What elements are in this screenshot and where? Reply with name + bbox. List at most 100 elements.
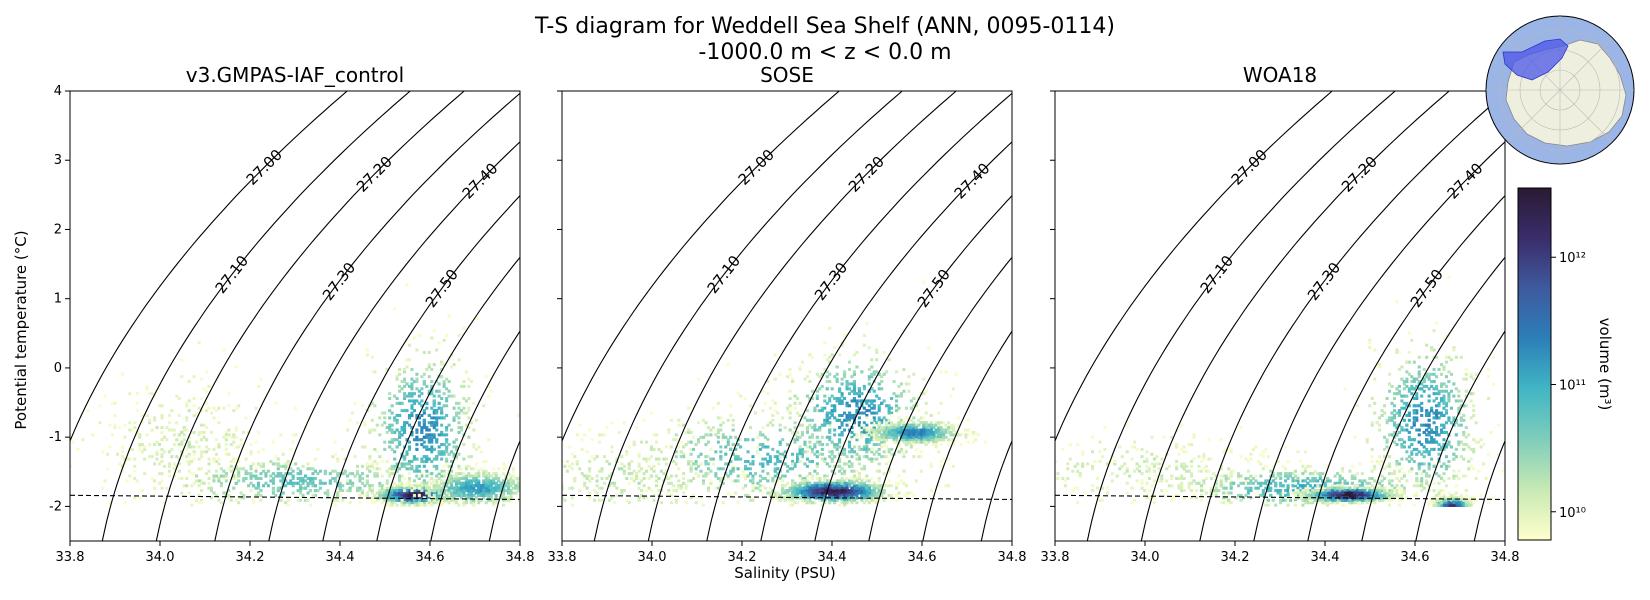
heatmap-cell <box>373 428 377 432</box>
heatmap-cell <box>232 460 236 464</box>
heatmap-cell <box>370 501 374 505</box>
heatmap-cell <box>185 455 189 459</box>
heatmap-cell <box>477 493 481 497</box>
heatmap-cell <box>719 450 723 454</box>
heatmap-cell <box>697 440 701 444</box>
heatmap-cell <box>825 394 829 398</box>
heatmap-cell <box>825 411 829 415</box>
heatmap-cell <box>744 397 748 401</box>
heatmap-cell <box>249 452 253 456</box>
heatmap-cell <box>843 479 847 483</box>
heatmap-cell <box>205 370 209 374</box>
heatmap-cell <box>798 435 802 439</box>
heatmap-cell <box>175 394 179 398</box>
heatmap-cell <box>422 501 426 505</box>
heatmap-cell <box>422 423 426 427</box>
heatmap-cell <box>427 350 431 354</box>
heatmap-cell <box>286 460 290 464</box>
heatmap-cell <box>808 423 812 427</box>
heatmap-cell <box>504 484 508 488</box>
heatmap-cell <box>279 474 283 478</box>
heatmap-cell <box>403 397 407 401</box>
heatmap-cell <box>843 503 847 507</box>
heatmap-cell <box>326 489 330 493</box>
heatmap-cell <box>865 321 869 325</box>
heatmap-cell <box>895 406 899 410</box>
heatmap-cell <box>420 496 424 500</box>
heatmap-cell <box>484 486 488 490</box>
heatmap-cell <box>212 460 216 464</box>
heatmap-cell <box>395 498 399 502</box>
heatmap-cell <box>390 447 394 451</box>
heatmap-cell <box>138 433 142 437</box>
heatmap-cell <box>427 493 431 497</box>
heatmap-cell <box>400 498 404 502</box>
heatmap-cell <box>239 496 243 500</box>
heatmap-cell <box>410 387 414 391</box>
heatmap-cell <box>736 457 740 461</box>
heatmap-cell <box>318 481 322 485</box>
heatmap-cell <box>482 404 486 408</box>
heatmap-cell <box>101 450 105 454</box>
heatmap-cell <box>857 389 861 393</box>
heatmap-cell <box>412 392 416 396</box>
heatmap-cell <box>407 491 412 495</box>
heatmap-cell <box>395 486 399 490</box>
heatmap-cell <box>694 443 698 447</box>
heatmap-cell <box>890 411 894 415</box>
heatmap-cell <box>803 501 807 505</box>
heatmap-cell <box>375 450 379 454</box>
heatmap-cell <box>464 501 468 505</box>
heatmap-cell <box>407 503 412 507</box>
heatmap-cell <box>899 450 904 454</box>
heatmap-cell <box>684 430 688 434</box>
heatmap-cell <box>385 501 389 505</box>
heatmap-cell <box>562 460 564 464</box>
heatmap-cell <box>420 392 424 396</box>
heatmap-cell <box>393 450 397 454</box>
heatmap-cell <box>808 397 812 401</box>
heatmap-cell <box>289 467 293 471</box>
heatmap-cell <box>845 384 849 388</box>
heatmap-cell <box>499 489 503 493</box>
heatmap-cell <box>410 433 414 437</box>
heatmap-cell <box>224 433 228 437</box>
heatmap-cell <box>885 418 889 422</box>
heatmap-cell <box>232 476 236 480</box>
heatmap-cell <box>489 484 493 488</box>
heatmap-cell <box>432 433 436 437</box>
heatmap-cell <box>469 455 473 459</box>
heatmap-cell <box>311 481 315 485</box>
heatmap-cell <box>474 447 478 451</box>
heatmap-cell <box>875 484 879 488</box>
heatmap-cell <box>751 498 755 502</box>
heatmap-cell <box>422 484 426 488</box>
heatmap-cell <box>689 447 693 451</box>
heatmap-cell <box>445 445 449 449</box>
heatmap-cell <box>860 489 864 493</box>
heatmap-cell <box>360 476 364 480</box>
heatmap-cell <box>331 476 335 480</box>
heatmap-cell <box>432 404 436 408</box>
heatmap-cell <box>120 455 124 459</box>
heatmap-cell <box>808 418 812 422</box>
heatmap-cell <box>852 370 856 374</box>
heatmap-cell <box>714 433 718 437</box>
heatmap-cell <box>224 443 228 447</box>
heatmap-cell <box>445 334 449 338</box>
heatmap-cell <box>405 409 409 413</box>
heatmap-cell <box>514 491 518 495</box>
heatmap-cell <box>509 498 513 502</box>
heatmap-cell <box>867 375 871 379</box>
heatmap-cell <box>123 501 127 505</box>
heatmap-cell <box>417 423 421 427</box>
heatmap-cell <box>865 447 869 451</box>
heatmap-cell <box>791 484 795 488</box>
heatmap-cell <box>447 491 451 495</box>
heatmap-cell <box>200 498 204 502</box>
heatmap-cell <box>514 476 518 480</box>
heatmap-cell <box>276 486 280 490</box>
heatmap-cell <box>457 426 461 430</box>
heatmap-cell <box>516 465 519 468</box>
heatmap-cell <box>778 443 782 447</box>
